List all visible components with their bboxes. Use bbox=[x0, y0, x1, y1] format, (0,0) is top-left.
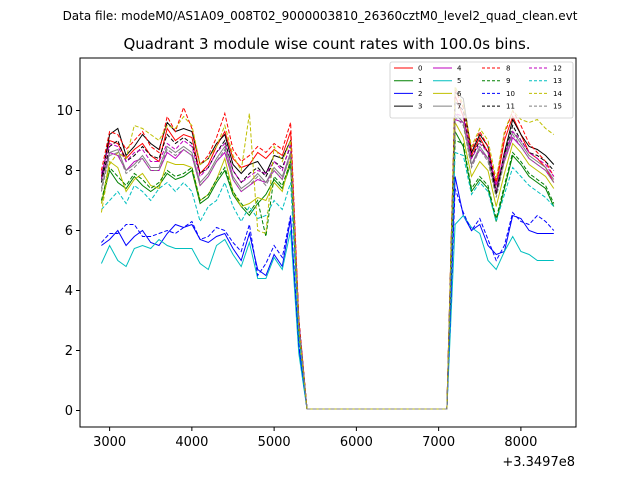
legend-label-5: 5 bbox=[457, 77, 461, 85]
x-tick-label: 3000 bbox=[93, 435, 126, 450]
chart-title: Quadrant 3 module wise count rates with … bbox=[123, 35, 530, 53]
legend-label-7: 7 bbox=[457, 103, 461, 111]
legend-box bbox=[389, 61, 574, 119]
x-tick-label: 8000 bbox=[504, 435, 537, 450]
x-tick-label: 4000 bbox=[175, 435, 208, 450]
legend-label-13: 13 bbox=[553, 77, 562, 85]
y-tick-label: 0 bbox=[65, 404, 73, 419]
y-axis: 0 2 4 6 8 10 bbox=[56, 104, 80, 419]
legend-label-6: 6 bbox=[457, 90, 462, 98]
legend-label-8: 8 bbox=[506, 65, 510, 73]
legend-label-3: 3 bbox=[418, 103, 422, 111]
y-tick-label: 10 bbox=[56, 104, 73, 119]
legend-label-1: 1 bbox=[418, 77, 422, 85]
legend-label-2: 2 bbox=[418, 90, 422, 98]
x-offset-label: +3.3497e8 bbox=[502, 455, 575, 470]
legend-label-15: 15 bbox=[553, 103, 562, 111]
legend-label-9: 9 bbox=[506, 77, 510, 85]
x-tick-label: 5000 bbox=[258, 435, 291, 450]
y-tick-label: 8 bbox=[65, 164, 73, 179]
x-axis: 3000 4000 5000 6000 7000 8000 bbox=[93, 427, 537, 450]
x-tick-label: 7000 bbox=[422, 435, 455, 450]
series-line-15 bbox=[100, 115, 555, 410]
legend-label-11: 11 bbox=[506, 103, 515, 111]
legend-label-12: 12 bbox=[553, 65, 562, 73]
series-line-8 bbox=[100, 89, 555, 410]
legend-label-4: 4 bbox=[457, 65, 462, 73]
legend-label-0: 0 bbox=[418, 65, 422, 73]
y-tick-label: 6 bbox=[65, 224, 73, 239]
legend-label-10: 10 bbox=[506, 90, 515, 98]
x-tick-label: 6000 bbox=[340, 435, 373, 450]
y-tick-label: 2 bbox=[65, 344, 73, 359]
axes-frame bbox=[79, 57, 577, 428]
legend-label-14: 14 bbox=[553, 90, 562, 98]
plot-area bbox=[100, 86, 555, 410]
data-file-label: Data file: modeM0/AS1A09_008T02_90000038… bbox=[63, 9, 578, 23]
y-tick-label: 4 bbox=[65, 284, 73, 299]
